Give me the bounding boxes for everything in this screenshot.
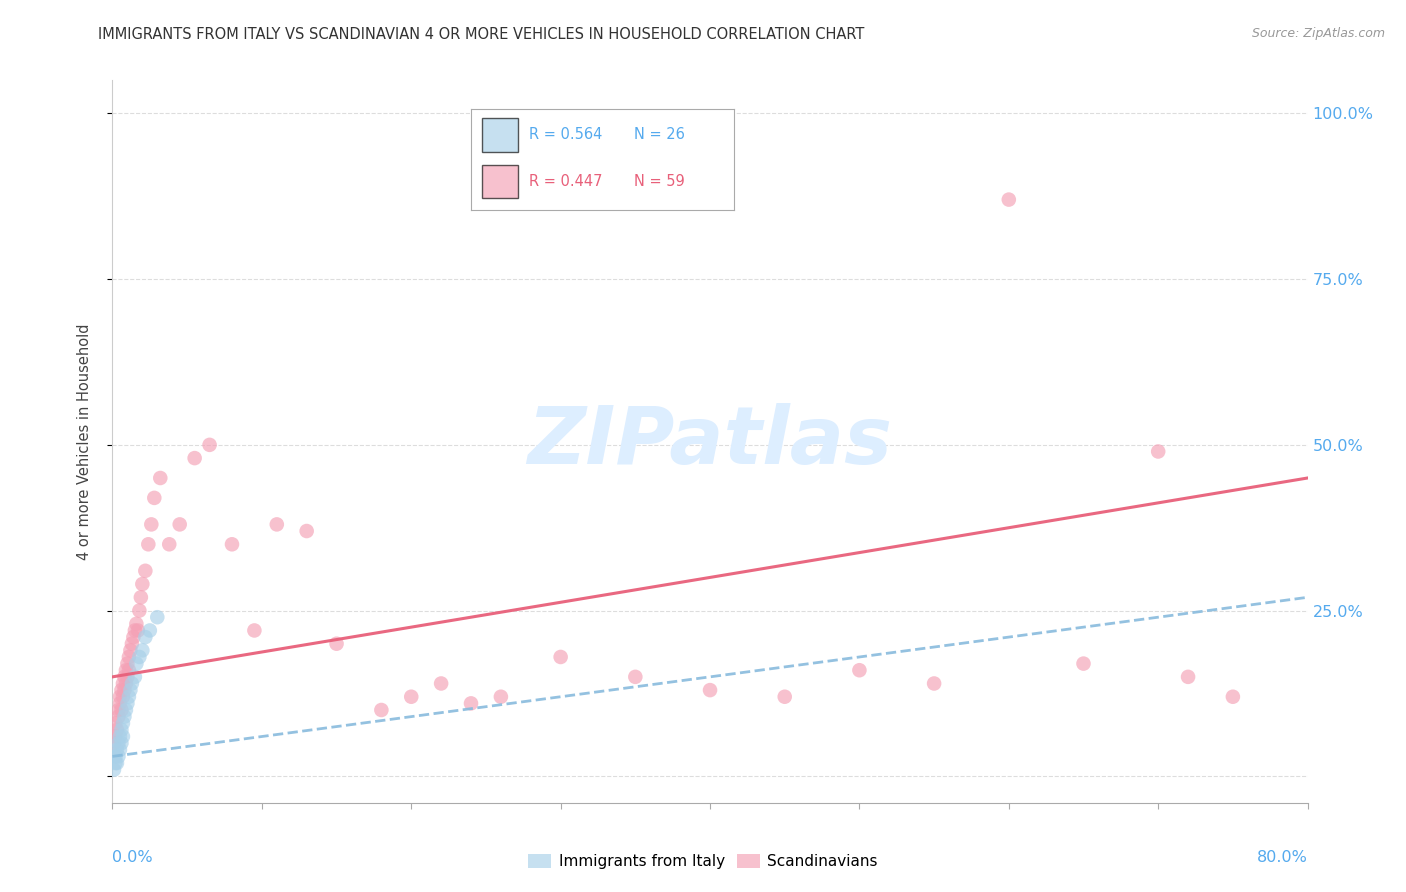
Point [699,683,721,698]
Point [183,451,205,466]
Point [125,616,148,631]
Point [998,193,1021,207]
Point [114,683,135,698]
Point [1177,670,1199,684]
Point [114,709,135,723]
Text: IMMIGRANTS FROM ITALY VS SCANDINAVIAN 4 OR MORE VEHICLES IN HOUSEHOLD CORRELATIO: IMMIGRANTS FROM ITALY VS SCANDINAVIAN 4 … [98,27,865,42]
Text: 80.0%: 80.0% [1257,850,1308,864]
Point [773,690,796,704]
Point [104,730,127,744]
Point [131,643,153,657]
Point [121,676,143,690]
Point [243,624,266,638]
Point [157,537,180,551]
Point [401,690,423,704]
Point [115,676,138,690]
Point [295,524,318,538]
Point [1073,657,1095,671]
Point [125,657,148,671]
Point [104,756,127,770]
Point [198,438,221,452]
Point [922,676,945,690]
Point [111,730,134,744]
Point [169,517,191,532]
Legend: Immigrants from Italy, Scandinavians: Immigrants from Italy, Scandinavians [522,848,884,875]
Point [139,624,162,638]
Point [131,577,153,591]
Point [104,716,127,731]
Point [122,630,145,644]
Point [149,471,172,485]
Point [370,703,392,717]
Point [128,650,150,665]
Point [117,697,139,711]
Text: Source: ZipAtlas.com: Source: ZipAtlas.com [1251,27,1385,40]
Point [120,643,142,657]
Point [114,670,135,684]
Point [115,663,138,677]
Point [107,703,129,717]
Point [141,517,163,532]
Point [111,690,134,704]
Point [110,703,132,717]
Point [105,743,128,757]
Point [121,637,143,651]
Point [1147,444,1170,458]
Point [110,723,132,737]
Point [138,537,160,551]
Point [120,683,142,698]
Point [127,624,149,638]
Point [325,637,347,651]
Point [221,537,243,551]
Point [266,517,288,532]
Point [117,670,139,684]
Point [107,749,129,764]
Point [105,756,128,770]
Point [108,690,131,704]
Point [118,690,141,704]
Point [111,716,134,731]
Point [118,650,141,665]
Point [134,564,156,578]
Point [624,670,647,684]
Point [129,591,152,605]
Point [104,749,127,764]
Point [128,603,150,617]
Point [110,683,132,698]
Point [430,676,453,690]
Point [1222,690,1244,704]
Text: 0.0%: 0.0% [112,850,153,864]
Point [134,630,156,644]
Point [105,723,128,737]
Point [108,697,131,711]
Point [103,736,125,750]
Point [103,763,125,777]
Point [107,736,129,750]
Point [460,697,482,711]
Point [110,736,132,750]
Point [489,690,512,704]
Y-axis label: 4 or more Vehicles in Household: 4 or more Vehicles in Household [77,323,91,560]
Point [115,703,138,717]
Text: ZIPatlas: ZIPatlas [527,402,893,481]
Point [118,663,141,677]
Point [124,624,146,638]
Point [111,676,134,690]
Point [146,610,169,624]
Point [143,491,166,505]
Point [848,663,870,677]
Point [117,657,139,671]
Point [550,650,572,665]
Point [108,743,131,757]
Point [124,670,146,684]
Point [108,730,131,744]
Point [107,709,129,723]
